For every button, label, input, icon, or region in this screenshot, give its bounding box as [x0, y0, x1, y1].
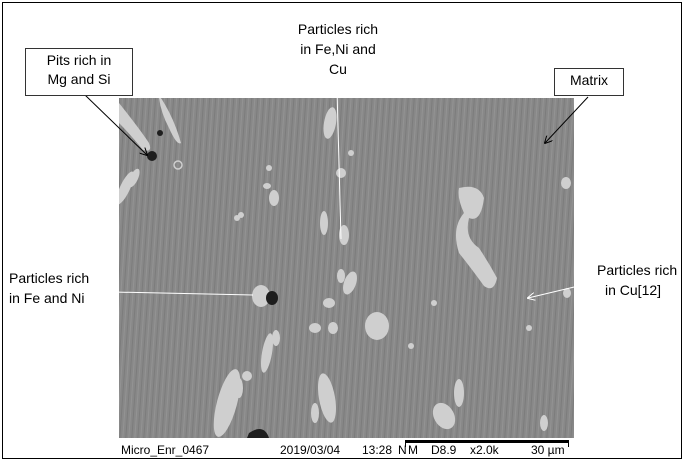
matrix-background	[119, 98, 574, 438]
fe-ni-cu-label-line3: Cu	[329, 61, 347, 77]
sem-micrograph	[119, 98, 574, 438]
magnification: x2.0k	[470, 443, 499, 457]
fe-ni-label: Particles rich in Fe and Ni	[5, 268, 117, 312]
capture-date: 2019/03/04	[280, 443, 341, 457]
fe-ni-cu-label-line2: in Fe,Ni and	[300, 41, 376, 57]
mode-indicator: N	[398, 443, 407, 457]
fe-ni-cu-label-line1: Particles rich	[297, 21, 379, 37]
matrix-label: Matrix	[554, 68, 624, 96]
scale-bar	[405, 440, 569, 443]
fe-ni-cu-label: Particles rich in Fe,Ni and Cu	[283, 19, 393, 89]
pits-label-line1: Pits rich in	[46, 52, 112, 68]
pits	[147, 130, 278, 438]
fe-ni-label-line2: in Fe and Ni	[9, 290, 85, 306]
image-id: Micro_Enr_0467	[121, 443, 210, 457]
sem-info-bar: Micro_Enr_0467 2019/03/04 13:28 N M D8.9…	[119, 439, 574, 458]
pits-label: Pits rich in Mg and Si	[25, 48, 133, 96]
capture-time: 13:28	[362, 443, 393, 457]
cu-label: Particles rich in Cu[12]	[591, 260, 681, 304]
micrograph-image	[119, 98, 574, 438]
pits-label-line2: Mg and Si	[47, 71, 111, 87]
matrix-label-text: Matrix	[569, 72, 609, 88]
cu-label-line1: Particles rich	[597, 262, 678, 278]
particles	[119, 98, 571, 437]
cu-label-line2: in Cu[12]	[605, 282, 662, 298]
working-distance: D8.9	[431, 443, 457, 457]
scale-bar-tick-right	[568, 440, 569, 447]
scale-label: 30 µm	[531, 443, 565, 457]
scale-bar-tick-left	[405, 440, 406, 447]
signal-indicator: M	[408, 443, 418, 457]
fe-ni-label-line1: Particles rich	[9, 270, 90, 286]
